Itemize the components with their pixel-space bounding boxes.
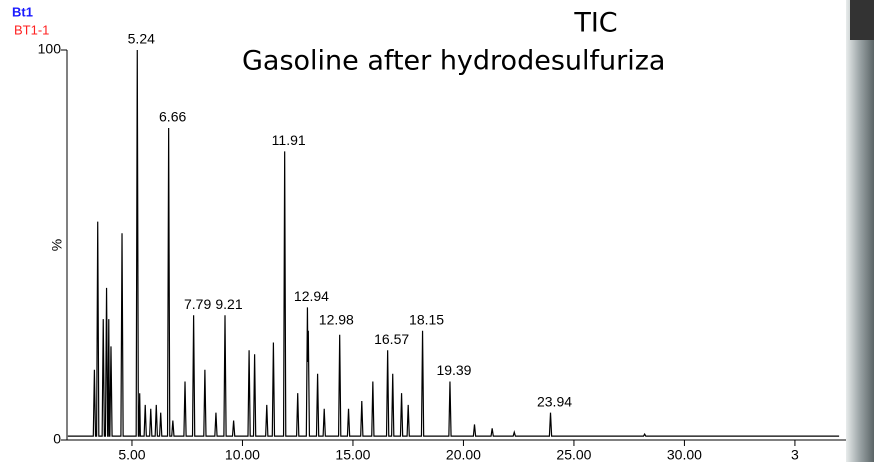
peak-label: 19.39 [436,362,471,378]
chart-subtitle: Gasoline after hydrodesulfuriza [242,46,665,77]
y-tick-label: 100 [38,41,62,57]
peak-label: 12.98 [319,312,354,328]
peak-label: 9.21 [215,296,242,312]
peak-label: 23.94 [537,393,572,409]
x-tick-label: 30.00 [667,447,702,462]
photo-dark [850,0,874,40]
y-tick-label: 0 [53,431,61,447]
peak-label: 5.24 [128,31,155,47]
peak-label: 6.66 [159,109,186,125]
x-tick-label: 3 [791,447,799,462]
peak-label: 16.57 [374,331,409,347]
legend-label-1: Bt1 [12,4,33,19]
peak-label: 11.91 [272,132,306,148]
peak-label: 7.79 [184,296,211,312]
x-tick-label: 20.00 [446,447,481,462]
legend-label-2: BT1-1 [14,22,49,37]
x-tick-label: 5.00 [118,447,145,462]
y-axis-label: % [49,239,65,251]
peak-label: 18.15 [409,312,444,328]
x-tick-label: 25.00 [556,447,591,462]
x-tick-label: 10.00 [225,447,260,462]
chart-title: TIC [573,8,617,39]
x-tick-label: 15.00 [335,447,370,462]
photo-strip [846,0,874,462]
peak-label: 12.94 [294,288,329,304]
trace [67,49,840,437]
